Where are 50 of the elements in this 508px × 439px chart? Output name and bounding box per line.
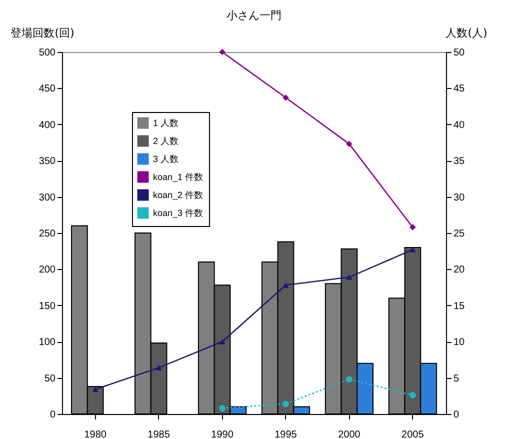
legend-label: 1 人数 [153, 118, 179, 128]
legend-label: koan_2 件数 [153, 190, 204, 200]
y2-tick-label: 35 [454, 156, 466, 168]
x-tick-label: 2000 [338, 430, 361, 439]
point [156, 364, 162, 370]
y2-tick-label: 45 [454, 84, 466, 95]
point [346, 140, 352, 148]
point [282, 400, 289, 408]
y2-tick-label: 40 [454, 120, 466, 131]
point [410, 224, 416, 230]
chart-title: 小さん一門 [226, 9, 282, 22]
y-tick-label: 450 [38, 84, 56, 95]
y2-tick-label: 30 [454, 192, 466, 204]
legend-label: 3 人数 [153, 154, 179, 164]
y2-tick-label: 20 [454, 264, 466, 276]
y-tick-label: 500 [38, 48, 56, 58]
x-tick-label: 1995 [274, 430, 298, 439]
y2-axis-title: 人数(人) [446, 26, 488, 40]
legend-label: koan_1 件数 [153, 172, 204, 182]
y2-tick-label: 0 [454, 410, 460, 420]
y-tick-label: 300 [38, 192, 56, 204]
point [410, 246, 416, 252]
y-tick-label: 350 [38, 156, 56, 168]
point [219, 405, 226, 412]
point [92, 386, 98, 392]
y-tick-label: 50 [44, 373, 56, 384]
point [282, 94, 289, 101]
point [346, 274, 352, 280]
point [219, 48, 226, 56]
y-tick-label: 150 [38, 300, 56, 312]
y2-tick-label: 5 [454, 373, 460, 384]
y-tick-label: 200 [38, 264, 56, 276]
x-tick-label: 1990 [211, 430, 234, 439]
x-tick-label: 1980 [84, 430, 107, 439]
y-axis-title: 登場回数(回) [10, 26, 74, 40]
x-tick-label: 2005 [402, 430, 424, 439]
point [219, 338, 226, 344]
y-tick-label: 400 [38, 120, 56, 131]
y-tick-label: 100 [38, 337, 56, 348]
y2-tick-label: 25 [454, 228, 466, 240]
y2-tick-label: 10 [454, 337, 466, 348]
y2-tick-label: 15 [454, 300, 466, 312]
y-tick-label: 250 [38, 228, 56, 240]
legend-label: 2 人数 [153, 136, 179, 146]
point [346, 376, 352, 382]
x-tick-label: 1985 [148, 430, 170, 439]
y-tick-label: 0 [50, 410, 56, 420]
y2-tick-label: 50 [454, 48, 466, 58]
legend-label: koan_3 件数 [153, 208, 204, 218]
point [410, 392, 416, 398]
